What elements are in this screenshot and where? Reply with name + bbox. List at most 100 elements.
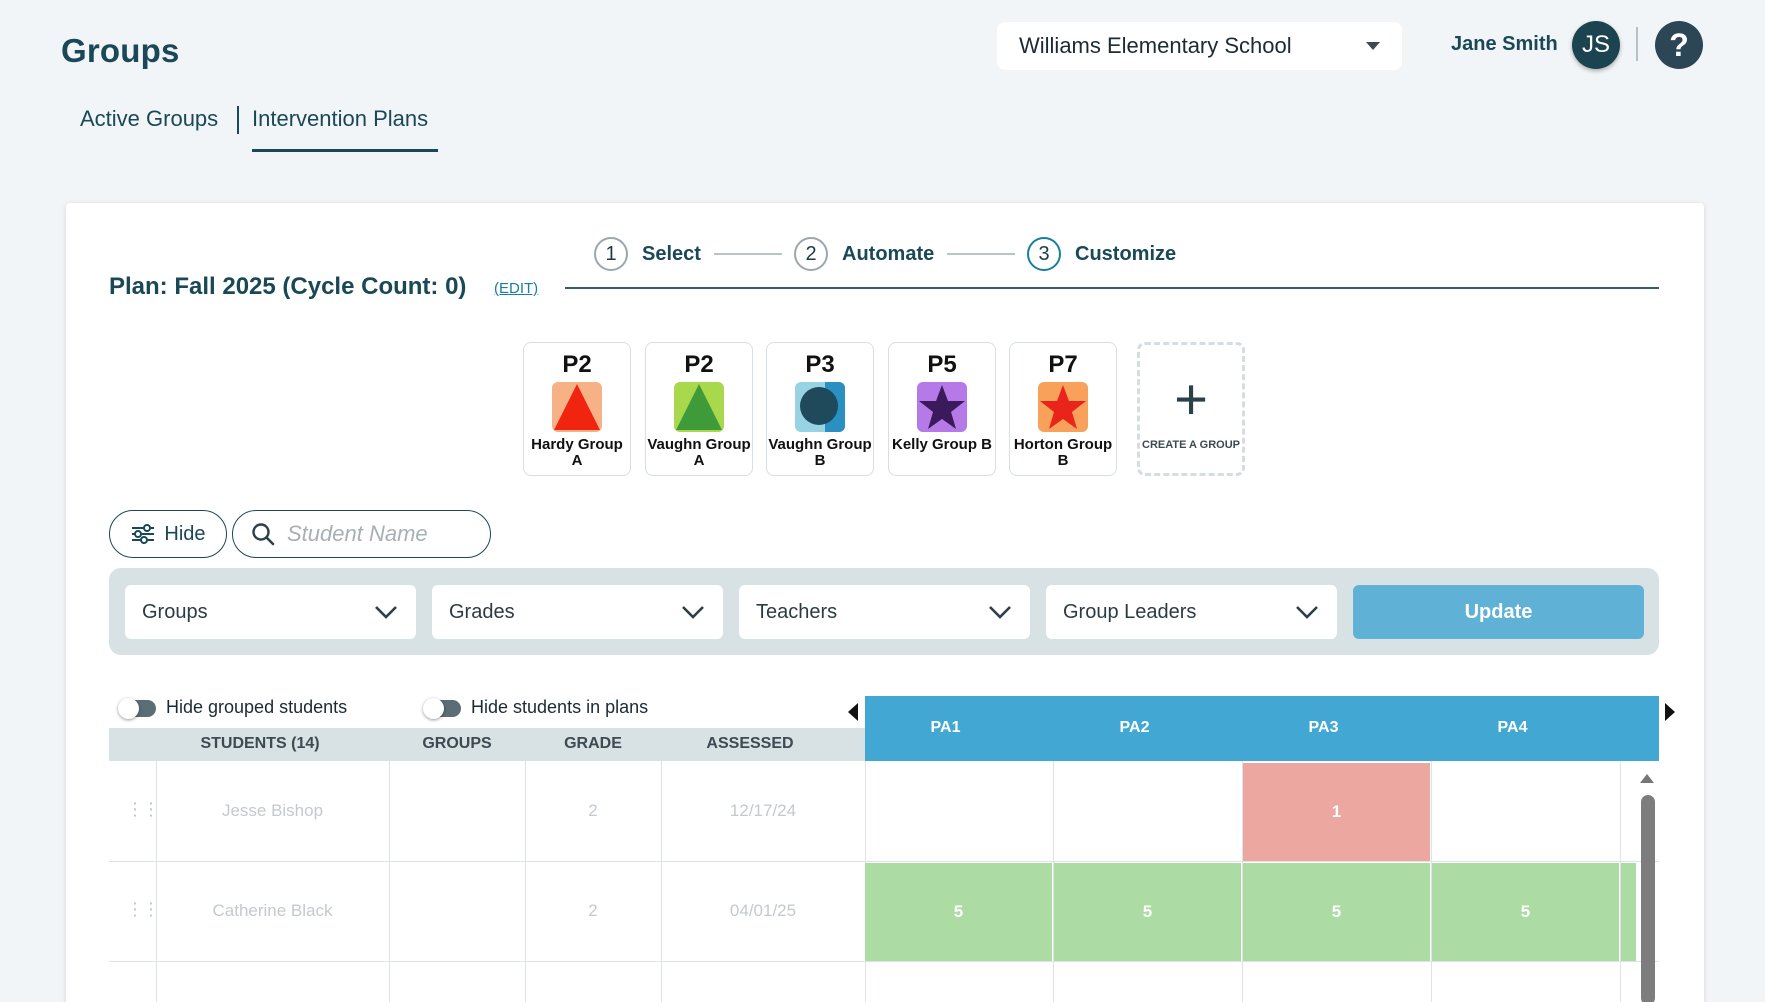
group-name: Kelly Group B [891, 436, 992, 453]
group-name: Vaughn Group B [768, 436, 872, 469]
red-triangle-icon [552, 382, 602, 432]
create-group-label: CREATE A GROUP [1142, 439, 1240, 451]
score-cell-partial[interactable] [1621, 863, 1636, 961]
teachers-filter[interactable]: Teachers [739, 585, 1030, 639]
student-grade: 2 [588, 901, 598, 920]
scroll-right-arrow-icon[interactable] [1665, 703, 1675, 721]
group-name: Horton Group B [1013, 436, 1113, 469]
chevron-down-icon [989, 606, 1011, 619]
filter-label: Teachers [756, 600, 838, 623]
hide-label: Hide [164, 522, 206, 545]
table-header [109, 728, 865, 761]
school-select[interactable]: Williams Elementary School [997, 22, 1402, 70]
step-3-circle: 3 [1027, 237, 1061, 271]
tab-intervention-plans[interactable]: Intervention Plans [252, 106, 429, 131]
hide-in-plans-label: Hide students in plans [471, 697, 649, 717]
header-divider [1636, 27, 1638, 61]
group-code: P5 [927, 351, 957, 378]
hide-grouped-label: Hide grouped students [166, 697, 348, 717]
create-group-button[interactable]: + CREATE A GROUP [1137, 342, 1245, 476]
green-triangle-icon [674, 382, 724, 432]
blue-circle-icon [795, 382, 845, 432]
caret-down-icon [1366, 42, 1380, 50]
column-divider [156, 761, 157, 1002]
column-divider [1620, 761, 1621, 1002]
score-cell[interactable]: 1 [1243, 763, 1430, 861]
score-cell[interactable]: 5 [1054, 863, 1241, 961]
student-name[interactable]: Jesse Bishop [221, 801, 324, 820]
pa3-column-header[interactable]: PA3 [1308, 719, 1339, 736]
student-assessed: 12/17/24 [729, 801, 797, 820]
group-name: Hardy Group A [531, 436, 623, 469]
user-name[interactable]: Jane Smith [1451, 33, 1558, 55]
toggle-knob [118, 698, 139, 719]
row-divider [109, 861, 1659, 862]
step-2-label: Automate [842, 243, 935, 265]
pa4-column-header[interactable]: PA4 [1497, 719, 1528, 736]
drag-handle-icon[interactable]: ⋮⋮ [126, 799, 160, 819]
column-divider [1431, 761, 1432, 1002]
tab-divider [237, 106, 239, 134]
search-input[interactable] [287, 521, 477, 547]
chevron-down-icon [1296, 606, 1318, 619]
active-tab-indicator [252, 149, 438, 152]
score-cell[interactable]: 5 [1432, 863, 1619, 961]
student-search[interactable] [232, 510, 491, 558]
students-column-header[interactable]: STUDENTS (14) [200, 735, 320, 752]
group-tile-kelly-b[interactable]: P5 Kelly Group B [888, 342, 996, 476]
column-divider [661, 761, 662, 1002]
hide-in-plans-toggle[interactable] [423, 698, 461, 719]
filter-label: Group Leaders [1063, 600, 1197, 623]
hide-grouped-toggle[interactable] [118, 698, 156, 719]
red-star-icon [1038, 382, 1088, 432]
step-2-circle: 2 [794, 237, 828, 271]
pa2-column-header[interactable]: PA2 [1119, 719, 1150, 736]
drag-handle-icon[interactable]: ⋮⋮ [126, 899, 160, 919]
column-divider [525, 761, 526, 1002]
grade-column-header[interactable]: GRADE [564, 735, 622, 752]
step-3-label: Customize [1075, 243, 1177, 265]
group-code: P2 [684, 351, 714, 378]
step-1-circle: 1 [594, 237, 628, 271]
plan-title: Plan: Fall 2025 (Cycle Count: 0) [109, 273, 467, 300]
hide-filters-button[interactable]: Hide [109, 510, 227, 558]
tab-active-groups[interactable]: Active Groups [80, 106, 219, 131]
scroll-up-arrow-icon[interactable] [1640, 774, 1654, 783]
group-code: P7 [1048, 351, 1078, 378]
chevron-down-icon [375, 606, 397, 619]
group-leaders-filter[interactable]: Group Leaders [1046, 585, 1337, 639]
step-1-label: Select [642, 243, 701, 265]
groups-filter[interactable]: Groups [125, 585, 416, 639]
groups-column-header[interactable]: GROUPS [422, 735, 492, 752]
step-connector [947, 253, 1015, 255]
plus-icon: + [1174, 367, 1208, 432]
page-title: Groups [61, 32, 180, 69]
filter-label: Groups [142, 600, 208, 623]
group-tile-vaughn-b[interactable]: P3 Vaughn Group B [766, 342, 874, 476]
update-button[interactable]: Update [1353, 585, 1644, 639]
vertical-scrollbar[interactable] [1641, 795, 1655, 1002]
help-icon[interactable]: ? [1655, 21, 1703, 69]
column-divider [389, 761, 390, 1002]
group-tile-hardy-a[interactable]: P2 Hardy Group A [523, 342, 631, 476]
group-tile-vaughn-a[interactable]: P2 Vaughn Group A [645, 342, 753, 476]
scroll-left-arrow-icon[interactable] [848, 703, 858, 721]
sliders-icon [132, 524, 155, 544]
group-code: P2 [562, 351, 592, 378]
student-grade: 2 [588, 801, 598, 820]
group-name: Vaughn Group A [647, 436, 751, 469]
chevron-down-icon [682, 606, 704, 619]
group-tile-horton-b[interactable]: P7 Horton Group B [1009, 342, 1117, 476]
pa-header [865, 696, 1659, 761]
edit-plan-link[interactable]: (EDIT) [494, 280, 539, 297]
avatar[interactable]: JS [1572, 21, 1620, 69]
student-assessed: 04/01/25 [729, 901, 797, 920]
score-cell[interactable]: 5 [1243, 863, 1430, 961]
student-name[interactable]: Catherine Black [212, 901, 333, 920]
score-cell[interactable]: 5 [865, 863, 1052, 961]
school-select-value: Williams Elementary School [1019, 33, 1292, 58]
grades-filter[interactable]: Grades [432, 585, 723, 639]
column-divider [1242, 761, 1243, 1002]
assessed-column-header[interactable]: ASSESSED [706, 735, 794, 752]
pa1-column-header[interactable]: PA1 [930, 719, 961, 736]
